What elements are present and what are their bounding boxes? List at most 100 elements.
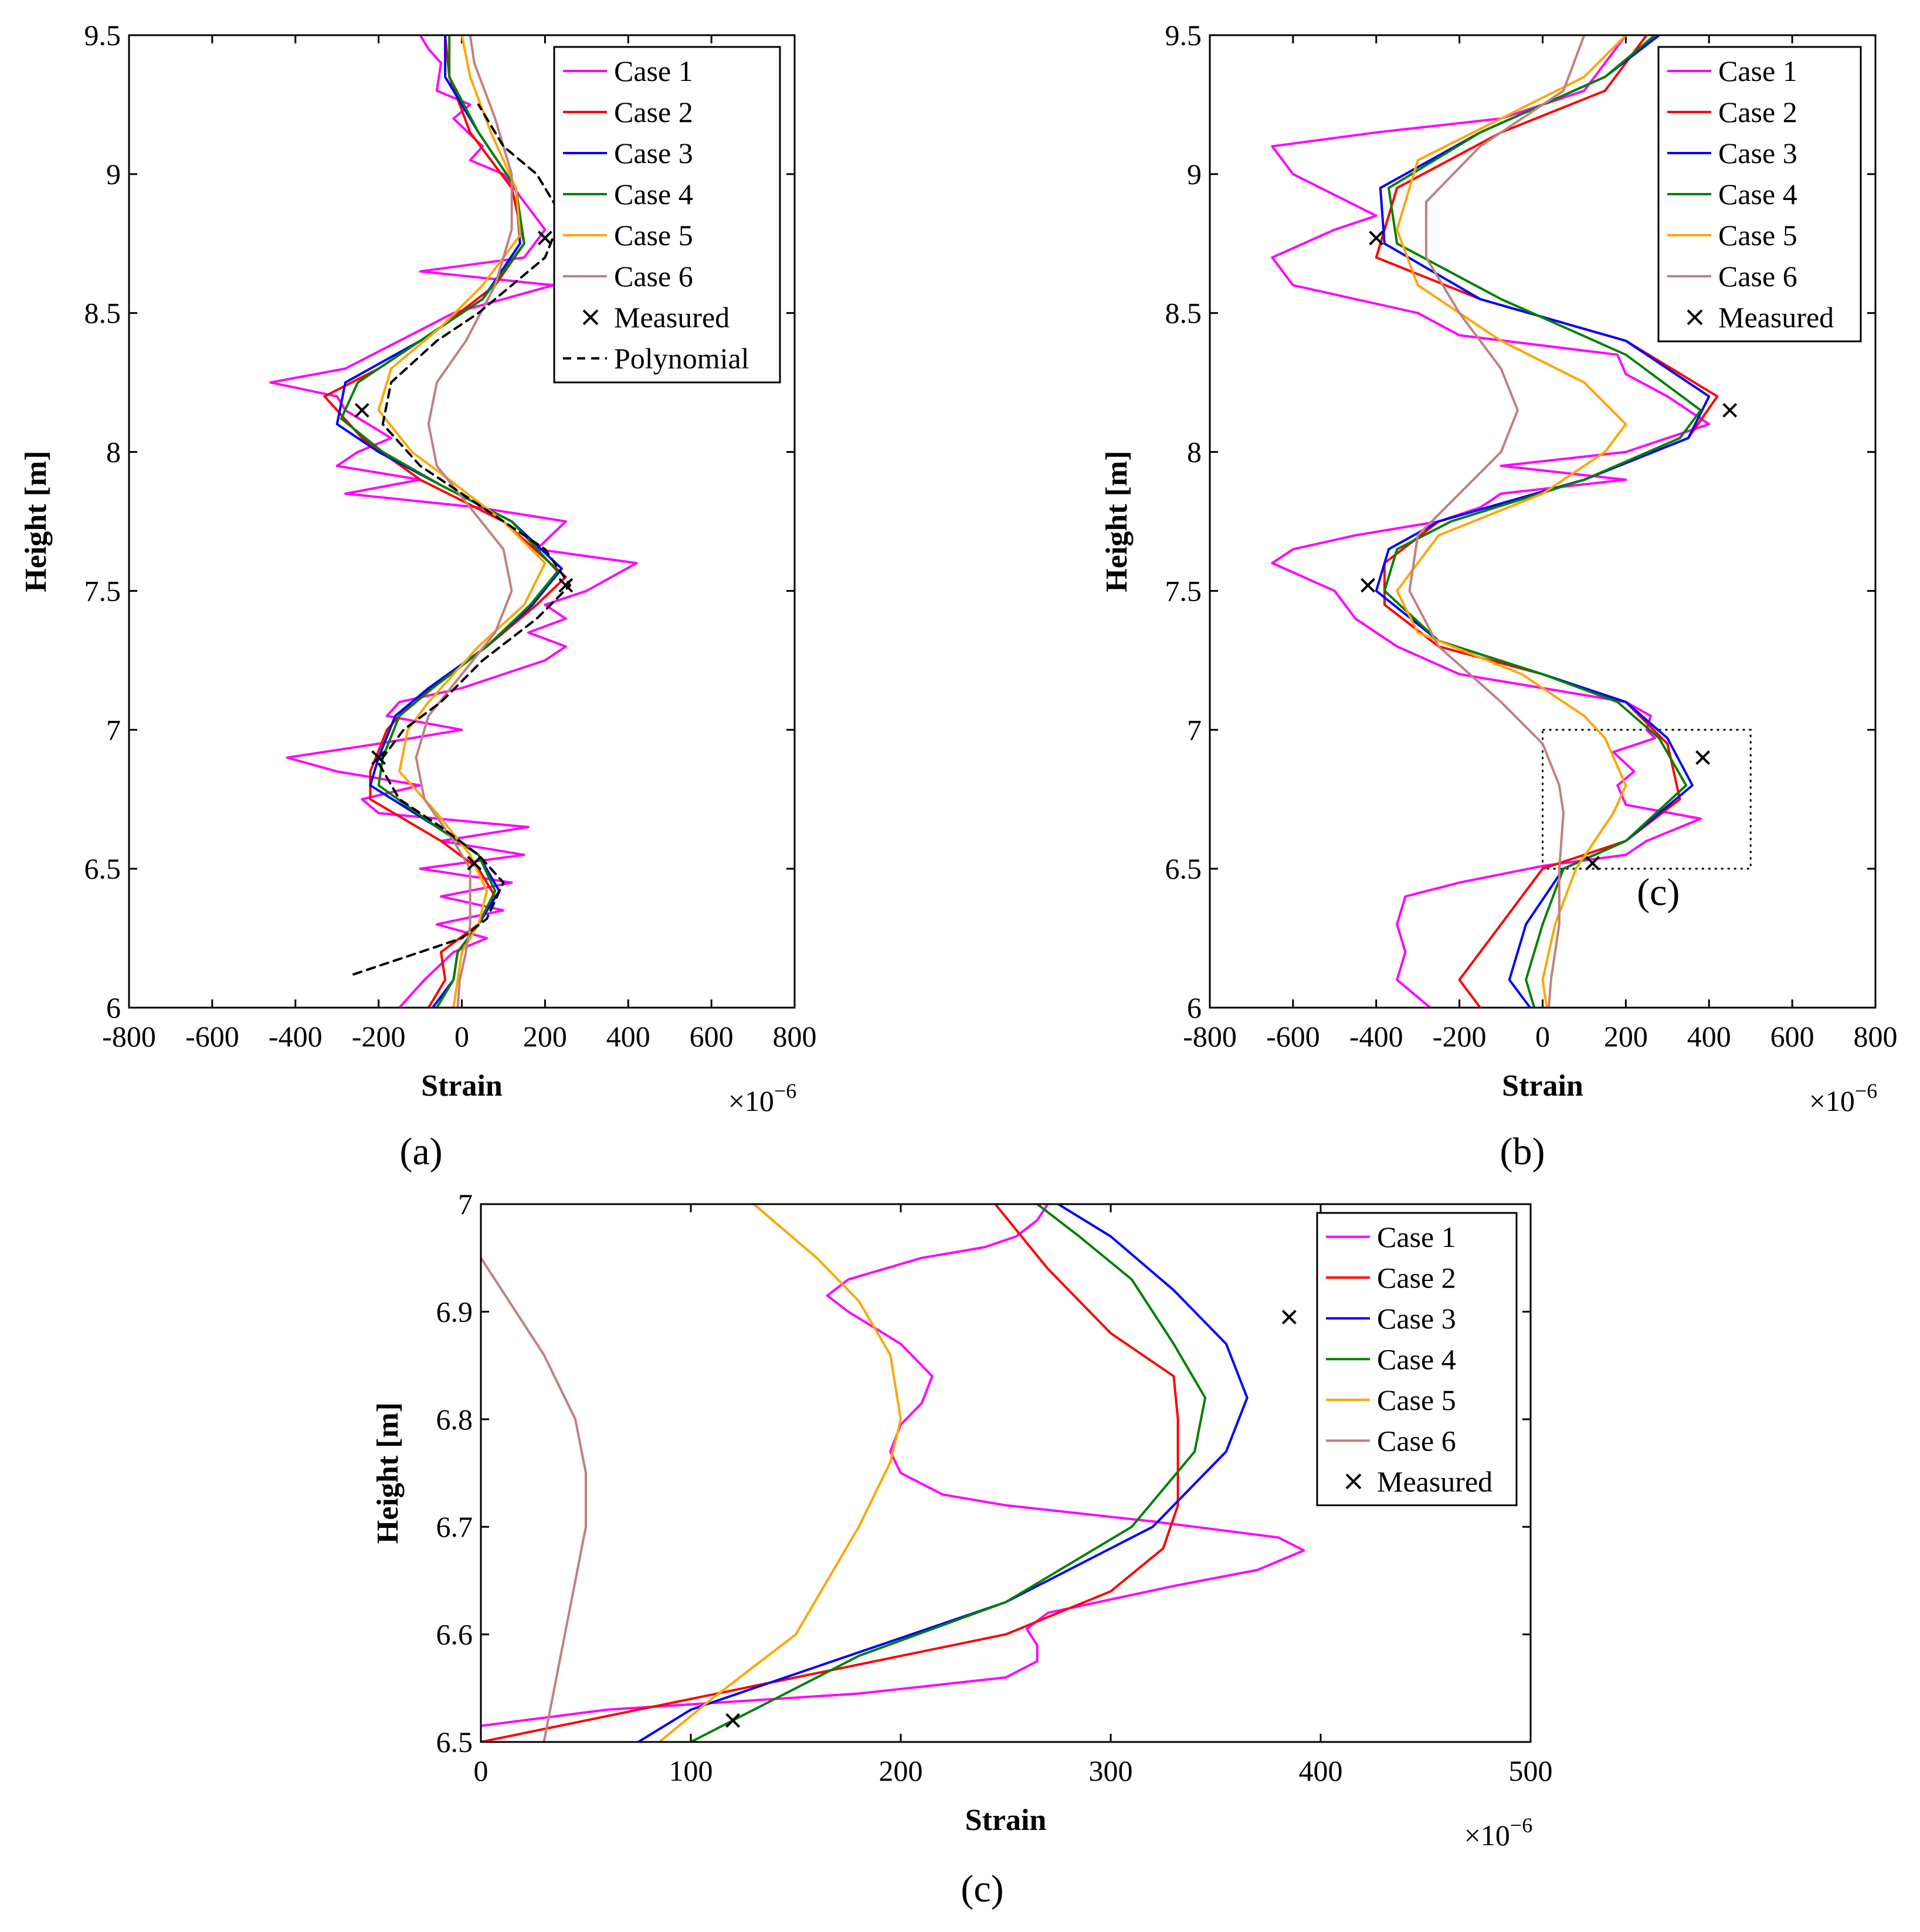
measured-point	[1361, 578, 1375, 593]
legend-label-case-1: Case 1	[1718, 55, 1797, 87]
x-tick-label: 400	[1687, 1020, 1731, 1053]
series-line-case-1	[269, 35, 638, 1008]
panel-label-b: (b)	[1500, 1130, 1545, 1173]
x-tick-label: 100	[669, 1754, 713, 1787]
x-axis-label: Strain	[421, 1069, 503, 1103]
axes-frame	[128, 34, 796, 1009]
legend-label-polynomial: Polynomial	[614, 342, 749, 375]
legend: Case 1 Case 2 Case 3 Case 4 Case 5 Case 6 Meas…	[553, 46, 781, 384]
series-line-case-5	[377, 35, 547, 1008]
plot-area	[1271, 35, 1738, 1008]
x-tick-label: -600	[1266, 1020, 1320, 1053]
x-tick-label: 800	[1854, 1020, 1898, 1053]
legend-label-measured: Measured	[614, 301, 730, 334]
zoom-box-label: (c)	[1637, 871, 1680, 914]
x-tick-label: 200	[523, 1020, 567, 1053]
legend-label-measured: Measured	[1718, 301, 1834, 334]
measured-point	[1281, 1310, 1297, 1324]
plot-area	[481, 1204, 1305, 1742]
axes-frame	[480, 1203, 1532, 1743]
y-tick-label: 9.5	[84, 19, 121, 52]
measured-point	[725, 1713, 741, 1728]
legend-label-case-6: Case 6	[1377, 1424, 1456, 1457]
measured-point	[1695, 750, 1711, 765]
legend-box	[553, 46, 781, 384]
x-scale-label: ×10−6	[1809, 1079, 1878, 1117]
y-tick-label: 7	[1187, 713, 1202, 746]
x-tick-label: -600	[185, 1020, 239, 1053]
legend-label-case-5: Case 5	[1718, 219, 1797, 252]
legend-label-measured: Measured	[1377, 1465, 1492, 1498]
y-tick-label: 7.5	[1165, 574, 1202, 607]
x-tick-label: 600	[1770, 1020, 1814, 1053]
y-tick-label: 7.5	[84, 574, 121, 607]
x-tick-label: 400	[606, 1020, 650, 1053]
x-tick-label: 0	[454, 1020, 469, 1053]
y-axis-label: Height [m]	[19, 450, 53, 592]
y-tick-label: 6.9	[436, 1295, 473, 1328]
chart-panel-a: -800 -600 -400 -200 0 200 400 600 800 6 6.5 7 7.5 8 8.…	[19, 19, 817, 1173]
y-tick-label: 6.5	[436, 1726, 473, 1758]
axes-frame	[1209, 34, 1877, 1009]
x-tick-label: 400	[1299, 1754, 1343, 1787]
legend-label-case-5: Case 5	[1377, 1384, 1456, 1416]
x-tick-label: -800	[102, 1020, 156, 1053]
series-line-case-5	[1396, 35, 1627, 1008]
x-tick-label: 800	[773, 1020, 817, 1053]
legend-label-case-2: Case 2	[614, 96, 693, 128]
y-tick-label: 6.6	[436, 1618, 473, 1651]
legend-label-case-6: Case 6	[1718, 260, 1797, 293]
y-tick-label: 8	[1187, 436, 1202, 469]
panel-label-c: (c)	[961, 1867, 1003, 1910]
series-line-case-1	[481, 1204, 1305, 1727]
x-tick-label: 600	[690, 1020, 734, 1053]
legend-label-case-3: Case 3	[1718, 137, 1797, 170]
legend-label-case-6: Case 6	[614, 260, 693, 293]
legend-marker-measured	[1345, 1473, 1362, 1490]
series-line-case-4	[1383, 35, 1702, 1008]
legend-marker-measured	[1687, 309, 1703, 326]
series-line-case-6	[1408, 35, 1586, 1008]
measured-point	[558, 578, 574, 593]
measured-point	[537, 231, 552, 246]
panel-label-a: (a)	[399, 1130, 442, 1173]
x-axis-label: Strain	[1502, 1069, 1583, 1103]
x-tick-label: 0	[474, 1754, 489, 1787]
series-line-case-4	[690, 1204, 1207, 1742]
legend-label-case-3: Case 3	[1377, 1302, 1456, 1335]
series-line-case-2	[323, 35, 567, 1008]
measured-point	[371, 750, 386, 765]
legend-label-case-4: Case 4	[614, 178, 693, 211]
y-tick-label: 8.5	[1165, 297, 1202, 330]
x-tick-label: 300	[1089, 1754, 1133, 1787]
series-line-case-1	[1271, 35, 1711, 1008]
series-line-case-3	[637, 1204, 1249, 1742]
legend: Case 1 Case 2 Case 3 Case 4 Case 5 Case 6 Meas…	[1657, 46, 1862, 343]
x-tick-label: -400	[269, 1020, 323, 1053]
legend-label-case-5: Case 5	[614, 219, 693, 252]
legend-label-case-4: Case 4	[1377, 1343, 1456, 1375]
legend: Case 1 Case 2 Case 3 Case 4 Case 5 Case 6 Meas…	[1316, 1212, 1518, 1506]
y-axis-label: Height [m]	[1100, 450, 1134, 592]
x-tick-label: -200	[352, 1020, 406, 1053]
x-tick-label: -400	[1349, 1020, 1403, 1053]
measured-point	[354, 403, 369, 418]
series-line-case-6	[415, 35, 513, 1008]
y-axis-label: Height [m]	[371, 1402, 405, 1544]
y-tick-label: 8	[106, 436, 121, 469]
series-line-case-4	[340, 35, 559, 1008]
y-tick-label: 6.7	[436, 1510, 473, 1543]
y-tick-label: 9.5	[1165, 19, 1202, 52]
x-tick-label: 0	[1535, 1020, 1550, 1053]
y-tick-label: 9	[1187, 158, 1202, 191]
y-tick-label: 6	[106, 991, 121, 1024]
zoom-box	[1542, 728, 1752, 870]
legend-label-case-2: Case 2	[1718, 96, 1797, 128]
series-line-case-2	[481, 1204, 1179, 1742]
y-tick-label: 7	[458, 1188, 473, 1221]
plot-area	[269, 35, 638, 1008]
x-tick-label: 200	[1604, 1020, 1648, 1053]
series-line-case-5	[658, 1204, 902, 1742]
y-tick-label: 6.8	[436, 1403, 473, 1436]
